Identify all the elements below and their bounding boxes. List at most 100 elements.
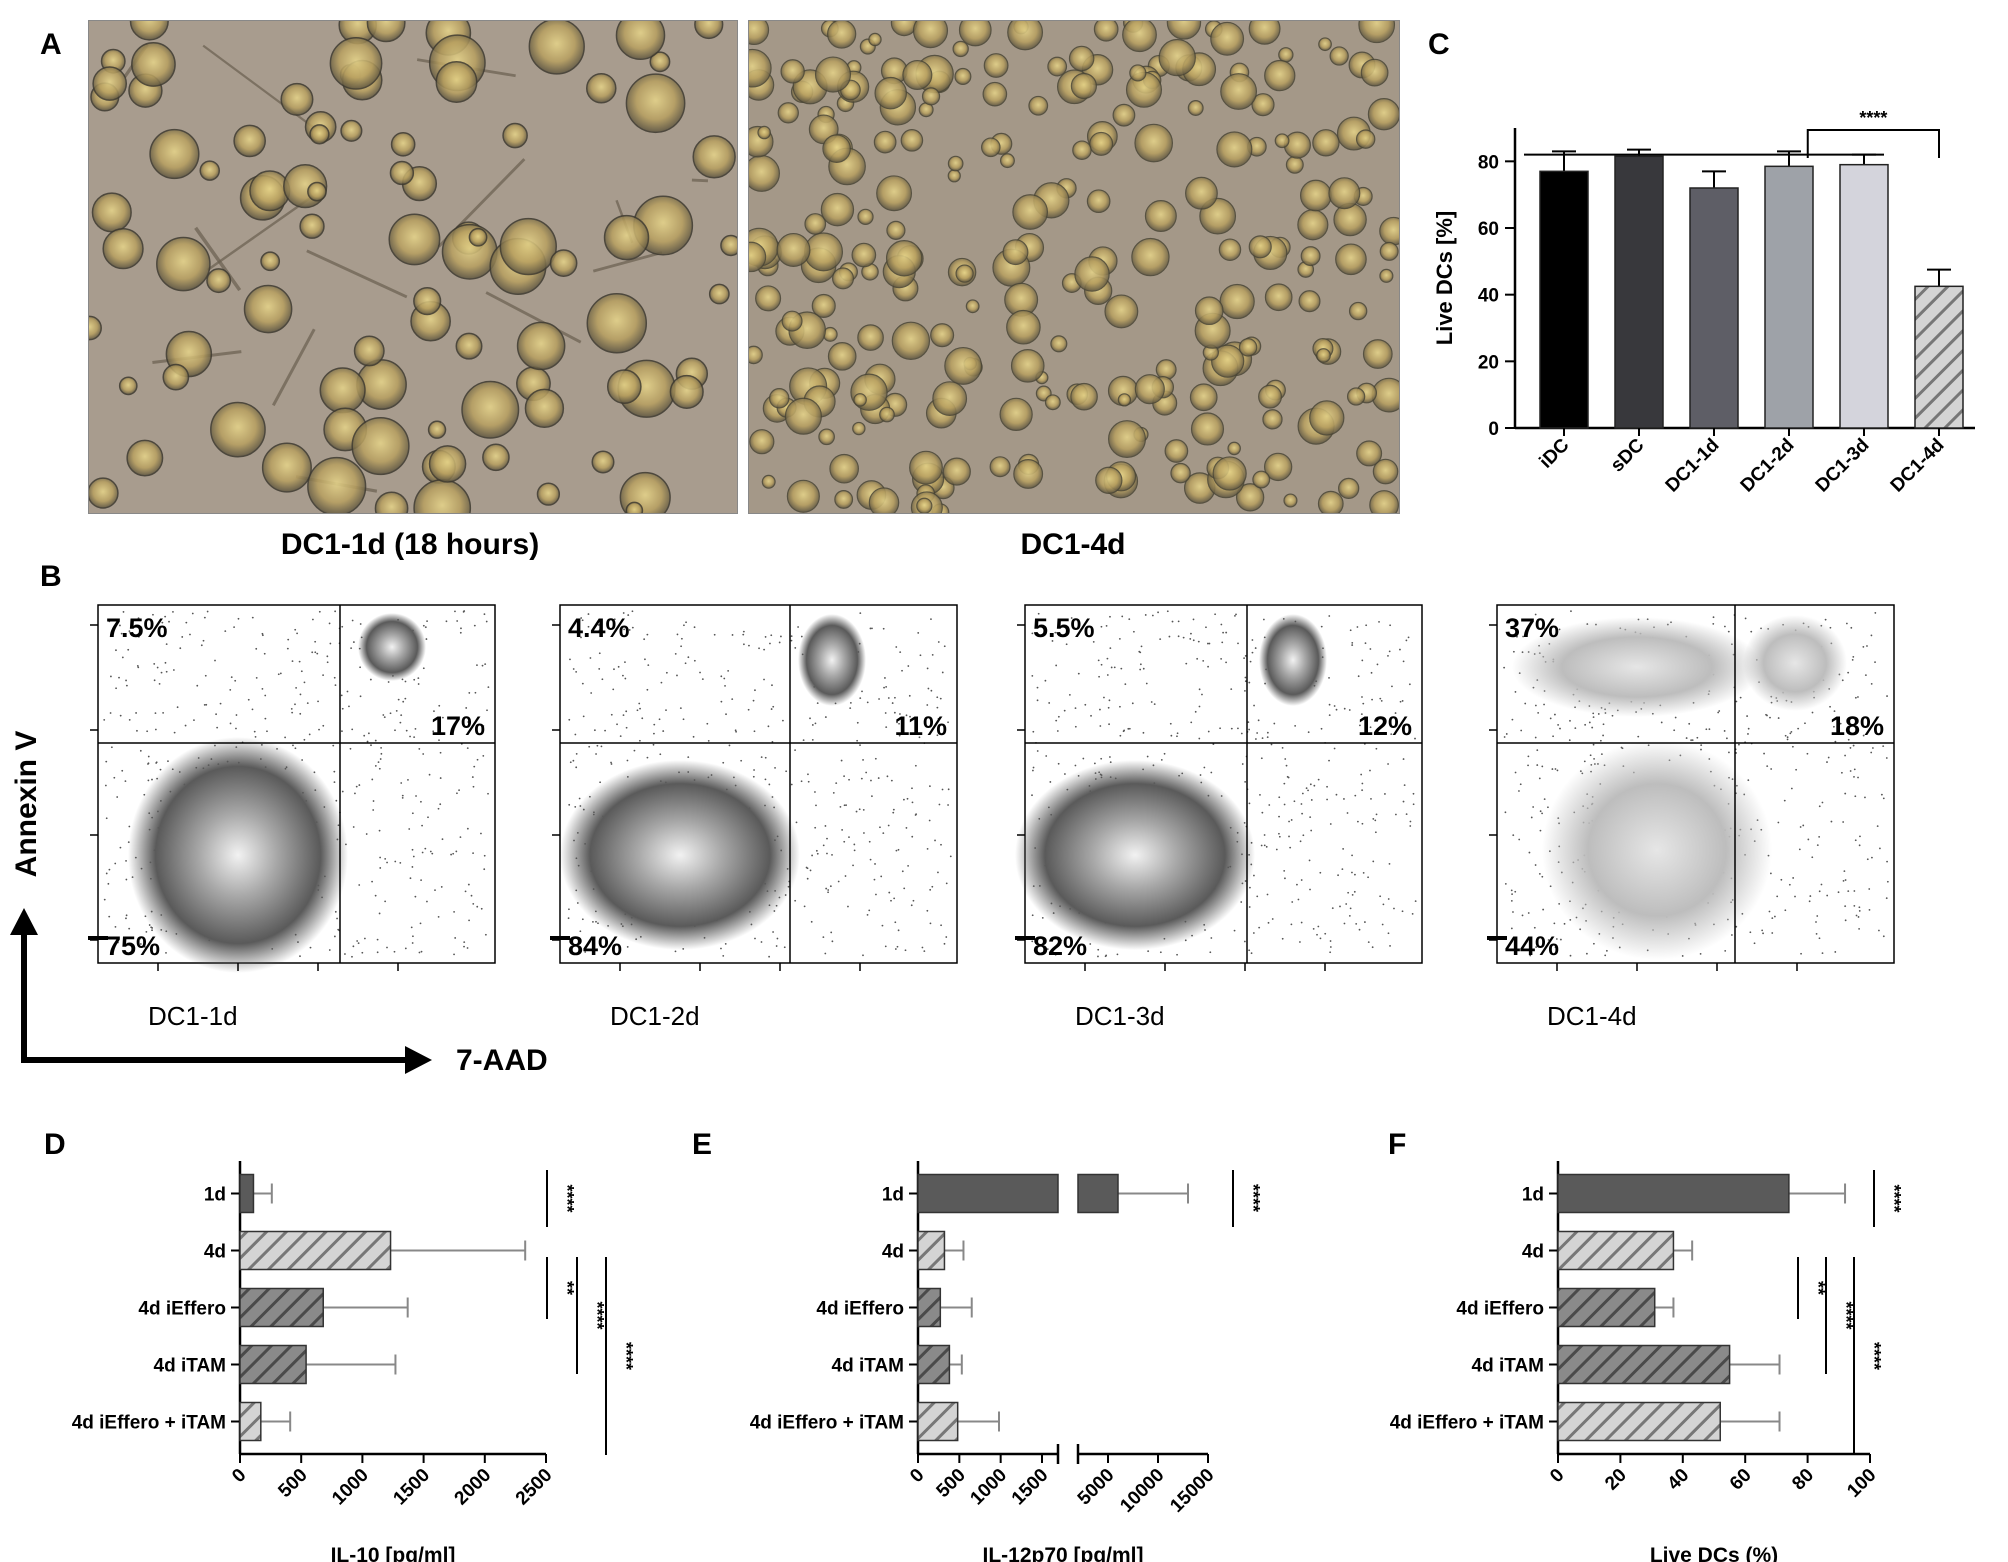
event-dot [914, 814, 917, 816]
event-dot [1057, 715, 1060, 718]
cell [1362, 339, 1393, 369]
x-axis-label: IL-10 [pg/ml] [331, 1544, 456, 1562]
bar [1557, 1173, 1790, 1214]
cell [389, 160, 415, 186]
event-dot [1233, 929, 1236, 932]
event-dot [1868, 888, 1871, 890]
event-dot [1407, 636, 1410, 639]
event-dot [1108, 723, 1110, 726]
event-dot [626, 759, 629, 762]
event-dot [466, 947, 469, 949]
event-dot [377, 761, 380, 764]
cell [1318, 37, 1332, 52]
cell [1212, 456, 1247, 491]
event-dot [1176, 732, 1179, 735]
event-dot [168, 620, 170, 623]
cell [983, 53, 1009, 78]
event-dot [680, 637, 683, 640]
event-dot [372, 800, 375, 802]
cell [1335, 243, 1367, 276]
event-dot [1312, 927, 1315, 930]
event-dot [152, 613, 154, 616]
event-dot [379, 867, 382, 869]
event-dot [1319, 871, 1322, 874]
event-dot [909, 715, 911, 718]
event-dot [147, 779, 150, 782]
event-dot [303, 681, 306, 684]
event-dot [1685, 737, 1688, 739]
event-dot [1840, 771, 1843, 774]
event-dot [785, 770, 788, 773]
cell [999, 153, 1015, 169]
cell [1007, 21, 1044, 51]
event-dot [299, 712, 302, 715]
cell [206, 268, 232, 294]
event-dot [790, 783, 793, 786]
event-dot [1574, 727, 1577, 730]
event-dot [1527, 912, 1530, 914]
event-dot [1367, 941, 1370, 943]
event-dot [847, 905, 849, 908]
event-dot [1554, 946, 1557, 949]
event-dot [742, 633, 745, 636]
event-dot [588, 745, 591, 748]
event-dot [404, 697, 407, 700]
cell [932, 381, 968, 417]
event-dot [370, 744, 372, 747]
event-dot [1142, 667, 1145, 670]
event-dot [811, 724, 814, 726]
event-dot [1177, 620, 1180, 623]
event-dot [612, 688, 615, 691]
event-dot [1037, 612, 1040, 615]
bar [239, 1287, 324, 1328]
event-dot [1036, 750, 1039, 752]
bar [1614, 155, 1664, 429]
cell [692, 135, 736, 179]
event-dot [359, 695, 362, 698]
dendrite [485, 291, 582, 344]
event-dot [829, 885, 832, 888]
event-dot [843, 804, 846, 807]
cell [1010, 348, 1045, 383]
event-dot [1388, 650, 1391, 653]
x-tick-label: 500 [274, 1465, 311, 1502]
event-dot [1815, 921, 1817, 923]
event-dot [1768, 910, 1771, 913]
cell [814, 56, 852, 93]
event-dot [1354, 873, 1356, 876]
event-dot [706, 722, 709, 725]
event-dot [1784, 734, 1787, 737]
event-dot [1858, 927, 1860, 930]
event-dot [892, 808, 895, 811]
event-dot [426, 620, 428, 623]
event-dot [1171, 620, 1174, 623]
event-dot [328, 949, 331, 951]
event-dot [1157, 611, 1159, 614]
cell [1185, 176, 1218, 210]
event-dot [1870, 634, 1873, 637]
event-dot [659, 753, 662, 756]
event-dot [1402, 800, 1405, 803]
event-dot [1804, 722, 1806, 725]
event-dot [1104, 955, 1107, 958]
x-tick-label: sDC [1607, 434, 1649, 476]
event-dot [1870, 682, 1873, 685]
event-dot [139, 943, 142, 945]
cell [1367, 98, 1399, 131]
event-dot [1402, 758, 1405, 760]
event-dot [366, 740, 369, 743]
event-dot [1857, 696, 1859, 698]
event-dot [885, 726, 888, 729]
event-dot [164, 615, 167, 618]
event-dot [1878, 929, 1880, 932]
cell [586, 292, 648, 354]
event-dot [1534, 704, 1537, 707]
event-dot [1866, 858, 1869, 861]
panel-label-b: B [40, 560, 62, 593]
event-dot [584, 951, 587, 953]
event-dot [1854, 795, 1857, 798]
event-dot [822, 936, 825, 939]
event-dot [1351, 871, 1353, 874]
cell [853, 393, 867, 407]
event-dot [1811, 711, 1814, 714]
